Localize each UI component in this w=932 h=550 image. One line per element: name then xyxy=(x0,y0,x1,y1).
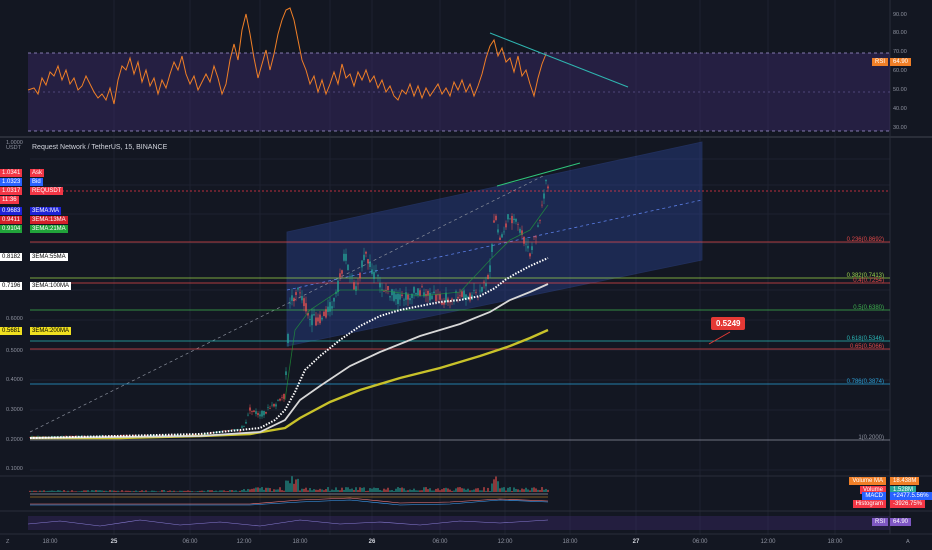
ema-value-label: 0.9104 xyxy=(0,225,23,233)
countdown-label: 11:36 xyxy=(0,196,19,204)
ema-55-line xyxy=(29,257,549,439)
symbol-tag: REQUSDT xyxy=(30,187,64,195)
rsi-badge-value: 64.90 xyxy=(890,58,912,66)
price-pane[interactable] xyxy=(29,141,890,441)
ema-100-line xyxy=(29,283,549,439)
time-axis-tick: 18:00 xyxy=(292,539,308,545)
time-axis-tick: 12:00 xyxy=(236,539,252,545)
time-axis-tick: 18:00 xyxy=(42,539,58,545)
macd-pane[interactable] xyxy=(30,493,549,506)
fib-level-label: 0.618(0.5346) xyxy=(846,336,884,342)
ema-value-label: 0.7196 xyxy=(0,282,23,290)
ema-name-label: 3EMA:21MA xyxy=(30,225,68,233)
time-axis-tick: 06:00 xyxy=(182,539,198,545)
rsi-bottom-label: RSI xyxy=(872,518,889,526)
price-axis-tick: 0.4000 xyxy=(6,377,23,383)
trendline-top xyxy=(496,162,581,187)
price-callout[interactable]: 0.5249 xyxy=(711,317,746,330)
volume-value: 1.528M xyxy=(890,486,917,494)
currency-label: USDT xyxy=(6,145,21,151)
time-axis-tick: 18:00 xyxy=(827,539,843,545)
ema-value-label: 0.8182 xyxy=(0,253,23,261)
rsi-axis-tick: 60.00 xyxy=(893,68,907,74)
fib-level-label: 0.786(0.3874) xyxy=(846,379,884,385)
ema-value-label: 0.9683 xyxy=(0,207,23,215)
rsi-axis-tick: 70.00 xyxy=(893,49,907,55)
time-axis-tick: 12:00 xyxy=(760,539,776,545)
rsi-bottom-pane[interactable] xyxy=(27,516,890,530)
price-axis-tick: 0.5000 xyxy=(6,348,23,354)
price-axis-tick: 0.3000 xyxy=(6,407,23,413)
time-axis-tick: 06:00 xyxy=(432,539,448,545)
ask-tag: Ask xyxy=(30,169,45,177)
rsi-bottom-value: 64.90 xyxy=(890,518,912,526)
time-axis-tick: 25 xyxy=(110,539,118,545)
rsi-line xyxy=(27,7,547,105)
histogram-label: Histogram xyxy=(852,500,886,508)
volume-bars xyxy=(29,476,549,492)
price-axis-tick: 0.6000 xyxy=(6,316,23,322)
macd-value: +2477.5.56% xyxy=(890,492,932,500)
channel-midline xyxy=(286,199,703,291)
callout-pointer xyxy=(708,331,731,345)
bid-tag: Bid xyxy=(30,178,43,186)
auto-scale-toggle[interactable]: A xyxy=(906,539,910,545)
price-axis-tick: 1.0000 xyxy=(6,140,23,146)
rsi-axis-tick: 30.00 xyxy=(893,125,907,131)
volume-ma-label: Volume MA xyxy=(849,477,886,485)
fib-level-label: 0.65(0.5066) xyxy=(849,344,884,350)
time-axis-tick: 12:00 xyxy=(497,539,513,545)
ema-name-label: 3EMA:MA xyxy=(30,207,62,215)
zoom-icon[interactable]: Z xyxy=(6,539,10,545)
ask-price-label: 1.0341 xyxy=(0,169,23,177)
rsi-pane[interactable] xyxy=(27,7,890,132)
fib-level-label: 0.5(0.6380) xyxy=(853,305,884,311)
fib-level-label: 0.236(0.8692) xyxy=(846,237,884,243)
time-axis-tick: 26 xyxy=(368,539,376,545)
price-axis-tick: 0.1000 xyxy=(6,466,23,472)
rsi-axis-tick: 80.00 xyxy=(893,30,907,36)
time-axis-tick: 27 xyxy=(632,539,640,545)
rsi-axis-tick: 40.00 xyxy=(893,106,907,112)
ema-value-label: 0.9411 xyxy=(0,216,22,224)
last-price-label: 1.0317 xyxy=(0,187,23,195)
fib-level-label: 0.382(0.7413) xyxy=(846,273,884,279)
ema-21-line xyxy=(284,204,549,401)
fib-level-label: 0.4(0.7254) xyxy=(853,278,884,284)
ema-name-label: 3EMA:55MA xyxy=(30,253,68,261)
rsi-axis-tick: 90.00 xyxy=(893,12,907,18)
bid-price-label: 1.0323 xyxy=(0,178,23,186)
ema-name-label: 3EMA:200MA xyxy=(30,327,72,335)
ema-value-label: 0.5681 xyxy=(0,327,23,335)
macd-label: MACD xyxy=(862,492,886,500)
time-axis-tick: 18:00 xyxy=(562,539,578,545)
ema-name-label: 3EMA:13MA xyxy=(30,216,68,224)
histogram-value: -3926.75% xyxy=(890,500,926,508)
price-axis-tick: 0.2000 xyxy=(6,437,23,443)
time-axis-tick: 06:00 xyxy=(692,539,708,545)
volume-label: Volume xyxy=(859,486,886,494)
regression-channel xyxy=(286,141,703,347)
ema-name-label: 3EMA:100MA xyxy=(30,282,72,290)
chart-title: Request Network / TetherUS, 15, BINANCE xyxy=(32,144,168,151)
rsi-badge-label: RSI xyxy=(872,58,889,66)
rsi-trendline xyxy=(489,32,629,88)
rsi-axis-tick: 50.00 xyxy=(893,87,907,93)
fib-level-label: 1(0.2000) xyxy=(858,435,884,441)
volume-ma-value: 18.438M xyxy=(890,477,920,485)
